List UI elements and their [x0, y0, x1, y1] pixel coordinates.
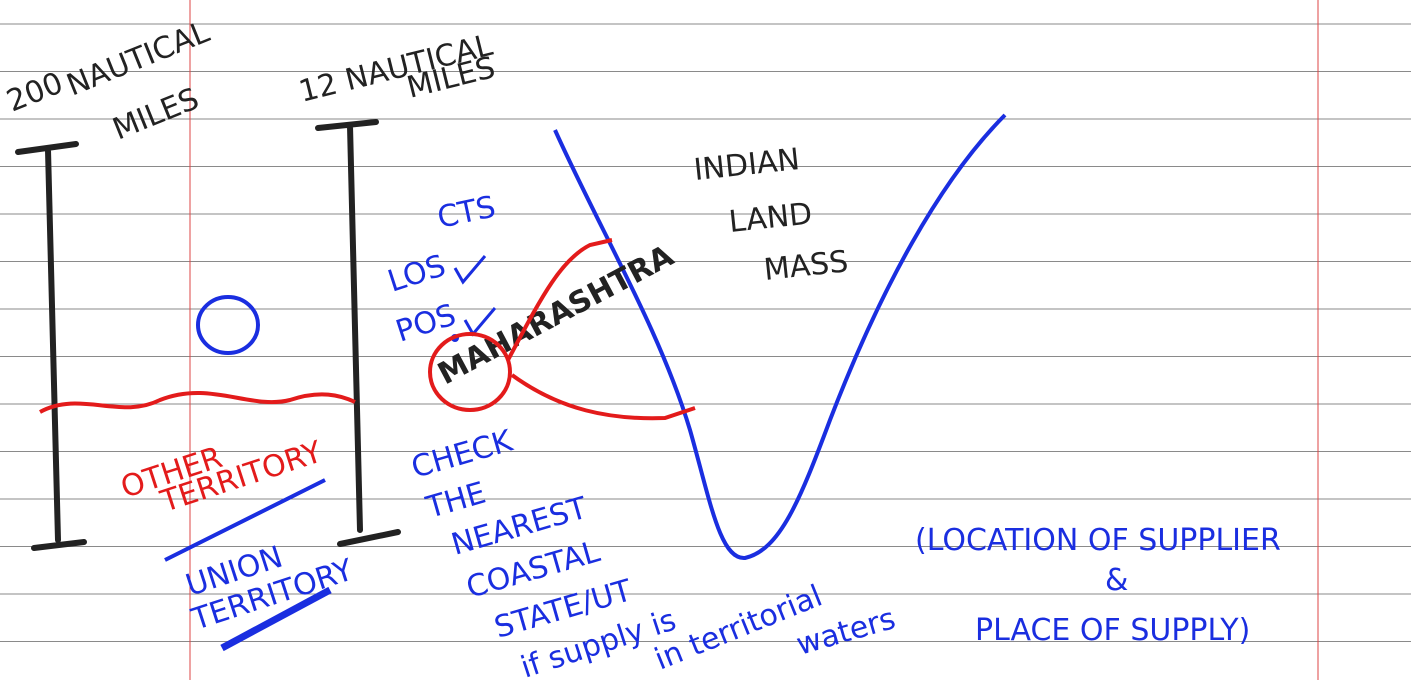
label: (LOCATION OF SUPPLIER	[915, 523, 1281, 558]
label: 200	[2, 66, 68, 120]
outer-bar	[18, 144, 84, 548]
label: MASS	[762, 244, 850, 288]
label: INDIAN	[692, 142, 801, 188]
tick-marks	[455, 256, 495, 334]
label: PLACE OF SUPPLY)	[975, 613, 1250, 648]
boundary	[40, 393, 355, 412]
label: CHECK	[408, 423, 518, 485]
inner-bar	[318, 122, 398, 544]
page: 200 NAUTICAL MILES 12 NAUTICAL MILES IND…	[0, 0, 1411, 680]
label: POS	[392, 298, 461, 350]
label: THE	[422, 476, 490, 526]
note-page: 200 NAUTICAL MILES 12 NAUTICAL MILES IND…	[0, 0, 1411, 680]
label: &	[1105, 563, 1128, 598]
label: LOS	[384, 248, 450, 299]
label: CTS	[434, 189, 498, 235]
coastline	[555, 115, 1005, 558]
circle	[198, 297, 258, 353]
label: LAND	[727, 196, 814, 240]
